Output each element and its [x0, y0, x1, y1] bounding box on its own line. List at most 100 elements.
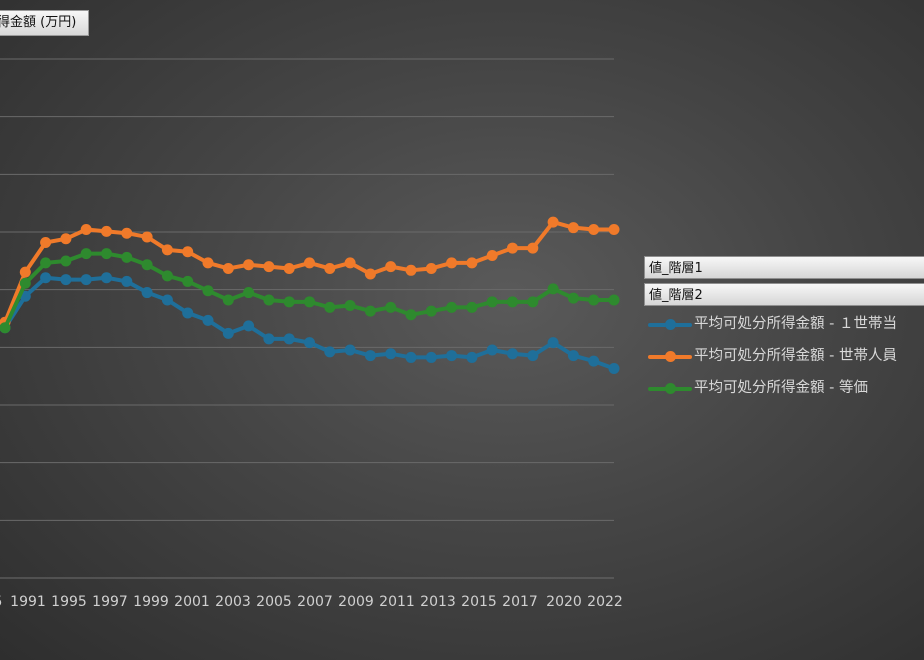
data-point[interactable]: [161, 244, 173, 256]
data-point[interactable]: [385, 348, 397, 360]
legend-field-level2[interactable]: 値_階層2: [644, 283, 924, 306]
data-point[interactable]: [547, 337, 559, 349]
data-point[interactable]: [161, 270, 173, 282]
data-point[interactable]: [486, 296, 498, 308]
data-point[interactable]: [527, 350, 539, 362]
data-point[interactable]: [283, 296, 295, 308]
data-point[interactable]: [141, 287, 153, 299]
data-point[interactable]: [507, 348, 518, 360]
data-point[interactable]: [405, 264, 417, 276]
data-point[interactable]: [344, 344, 356, 356]
data-point[interactable]: [243, 287, 255, 299]
data-point[interactable]: [344, 300, 356, 312]
y-axis-title: 得金額 (万円): [0, 15, 77, 30]
data-point[interactable]: [19, 266, 31, 278]
data-point[interactable]: [507, 296, 518, 308]
data-point[interactable]: [446, 350, 458, 362]
data-point[interactable]: [588, 294, 600, 306]
data-point[interactable]: [283, 262, 295, 274]
data-point[interactable]: [608, 294, 620, 306]
data-point[interactable]: [588, 355, 600, 367]
data-point[interactable]: [364, 268, 376, 280]
series-2: [0, 248, 620, 334]
data-point[interactable]: [80, 248, 92, 260]
data-point[interactable]: [40, 257, 52, 269]
data-point[interactable]: [364, 305, 376, 317]
data-point[interactable]: [243, 320, 255, 332]
data-point[interactable]: [527, 242, 539, 254]
data-point[interactable]: [364, 350, 376, 362]
data-point[interactable]: [101, 272, 112, 284]
data-point[interactable]: [283, 333, 295, 345]
data-point[interactable]: [0, 322, 11, 334]
data-point[interactable]: [101, 248, 112, 260]
data-point[interactable]: [263, 261, 275, 273]
data-point[interactable]: [60, 233, 72, 245]
data-point[interactable]: [567, 222, 579, 234]
data-point[interactable]: [141, 231, 153, 243]
data-point[interactable]: [304, 296, 315, 308]
data-point[interactable]: [304, 257, 315, 269]
data-point[interactable]: [425, 305, 437, 317]
x-tick-label: 2001: [174, 594, 210, 610]
data-point[interactable]: [324, 301, 336, 313]
data-point[interactable]: [425, 262, 437, 274]
data-point[interactable]: [40, 272, 52, 284]
data-point[interactable]: [385, 261, 397, 273]
data-point[interactable]: [405, 309, 417, 321]
data-point[interactable]: [446, 301, 458, 313]
data-point[interactable]: [567, 350, 579, 362]
x-tick-label: 1999: [133, 594, 169, 610]
data-point[interactable]: [385, 301, 397, 313]
data-point[interactable]: [161, 294, 173, 306]
data-point[interactable]: [547, 283, 559, 295]
data-point[interactable]: [80, 224, 92, 236]
data-point[interactable]: [324, 346, 336, 358]
data-point[interactable]: [80, 274, 92, 286]
data-point[interactable]: [101, 225, 112, 237]
data-point[interactable]: [405, 351, 417, 363]
data-point[interactable]: [425, 351, 437, 363]
data-point[interactable]: [263, 333, 275, 345]
data-point[interactable]: [466, 351, 478, 363]
x-tick-label: 2003: [215, 594, 251, 610]
data-point[interactable]: [243, 259, 255, 271]
data-point[interactable]: [121, 251, 133, 263]
data-point[interactable]: [60, 274, 72, 286]
data-point[interactable]: [588, 224, 600, 236]
data-point[interactable]: [182, 246, 194, 258]
data-point[interactable]: [486, 344, 498, 356]
data-point[interactable]: [527, 296, 539, 308]
data-point[interactable]: [60, 255, 72, 267]
x-tick-label: 1991: [10, 594, 46, 610]
data-point[interactable]: [547, 216, 559, 228]
data-point[interactable]: [182, 275, 194, 287]
data-point[interactable]: [304, 337, 315, 349]
data-point[interactable]: [344, 257, 356, 269]
y-axis-title-button[interactable]: 得金額 (万円): [0, 10, 90, 36]
legend-field-level1[interactable]: 値_階層1: [644, 256, 924, 279]
data-point[interactable]: [608, 224, 620, 236]
data-point[interactable]: [222, 294, 234, 306]
data-point[interactable]: [486, 249, 498, 261]
data-point[interactable]: [507, 242, 518, 254]
data-point[interactable]: [182, 307, 194, 319]
data-point[interactable]: [263, 294, 275, 306]
data-point[interactable]: [567, 292, 579, 304]
data-point[interactable]: [608, 363, 620, 375]
data-point[interactable]: [324, 262, 336, 274]
data-point[interactable]: [141, 259, 153, 271]
data-point[interactable]: [202, 257, 214, 269]
data-point[interactable]: [446, 257, 458, 269]
data-point[interactable]: [202, 285, 214, 297]
data-point[interactable]: [222, 262, 234, 274]
data-point[interactable]: [121, 227, 133, 239]
data-point[interactable]: [466, 257, 478, 269]
data-point[interactable]: [121, 275, 133, 287]
data-point[interactable]: [40, 237, 52, 249]
data-point[interactable]: [202, 314, 214, 326]
x-tick-label: 2017: [502, 594, 538, 610]
data-point[interactable]: [222, 327, 234, 339]
data-point[interactable]: [466, 301, 478, 313]
data-point[interactable]: [19, 277, 31, 289]
